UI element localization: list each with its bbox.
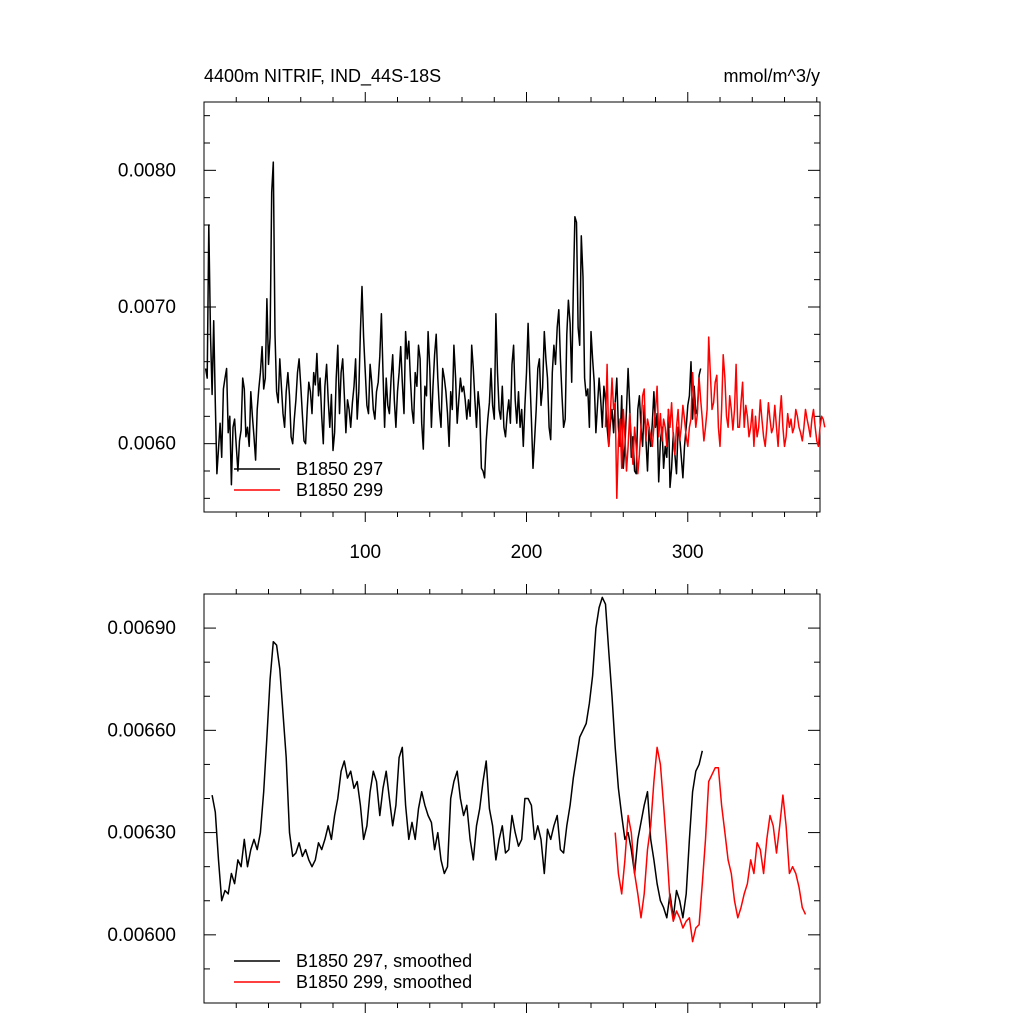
x-tick-label: 100 (349, 542, 381, 563)
plot-frame (203, 593, 821, 1004)
y-tick-label: 0.00660 (107, 720, 176, 741)
x-tick-label: 300 (672, 542, 704, 563)
legend-label-1: B1850 297, smoothed (296, 951, 472, 971)
y-tick-label: 0.0060 (118, 434, 176, 455)
top-line-chart: 0.0060 0.0070 0.0080 100 200 300 B1850 297B185… (118, 92, 826, 563)
units-label: mmol/m^3/y (724, 66, 820, 86)
y-tick-label: 0.00600 (107, 925, 176, 946)
legend-label-1: B1850 297 (296, 459, 383, 479)
series-line-2 (604, 336, 826, 500)
y-tick-label: 0.0070 (118, 297, 176, 318)
y-tick-label: 0.0080 (118, 160, 176, 181)
plot-frame (203, 101, 821, 513)
y-tick-label: 0.00630 (107, 823, 176, 844)
legend-label-2: B1850 299, smoothed (296, 972, 472, 992)
x-tick-label: 200 (511, 542, 543, 563)
series-line-1 (204, 161, 702, 489)
chart-title: 4400m NITRIF, IND_44S-18S (204, 66, 441, 87)
bottom-smoothed-line-chart: 0.00600 0.00630 0.00660 0.00690 B1850 297, s… (107, 584, 821, 1013)
legend-label-2: B1850 299 (296, 480, 383, 500)
series-line-1 (211, 596, 704, 919)
series-line-2 (614, 746, 807, 943)
y-tick-label: 0.00690 (107, 618, 176, 639)
